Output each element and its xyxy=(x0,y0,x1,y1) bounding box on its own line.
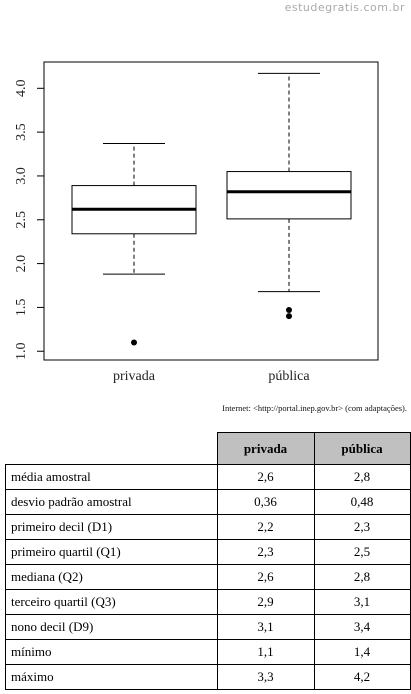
y-tick-label: 3.0 xyxy=(14,167,29,185)
label-cell: mediana (Q2) xyxy=(5,564,218,590)
boxplot: 1.0 1.5 2.0 2.5 3.0 3.5 4.0 privada pública xyxy=(14,61,379,384)
y-tick-label: 1.0 xyxy=(14,342,29,360)
y-tick-label: 3.5 xyxy=(14,123,29,141)
label-cell: máximo xyxy=(5,664,218,690)
table-row: nono decil (D9) 3,1 3,4 xyxy=(5,614,411,640)
label-cell: nono decil (D9) xyxy=(5,614,218,640)
table-row: mediana (Q2) 2,6 2,8 xyxy=(5,564,411,590)
value-cell: 3,3 xyxy=(216,664,315,690)
outlier xyxy=(286,307,292,314)
source-note: Internet: <http://portal.inep.gov.br> (c… xyxy=(222,403,407,413)
box xyxy=(226,171,352,220)
value-cell: 0,36 xyxy=(216,489,315,515)
value-cell: 4,2 xyxy=(313,664,411,690)
label-cell: média amostral xyxy=(5,464,218,490)
value-cell: 3,1 xyxy=(313,589,411,615)
header-row: privada pública xyxy=(5,432,411,465)
label-cell: primeiro quartil (Q1) xyxy=(5,539,218,565)
outlier xyxy=(286,313,292,320)
table-row: desvio padrão amostral 0,36 0,48 xyxy=(5,489,411,515)
y-tick-label: 2.5 xyxy=(14,211,29,229)
label-cell: desvio padrão amostral xyxy=(5,489,218,515)
value-cell: 2,8 xyxy=(313,564,411,590)
header-cell: privada xyxy=(216,432,315,465)
table-row: máximo 3,3 4,2 xyxy=(5,664,411,690)
watermark: estudegratis.com.br xyxy=(284,1,405,14)
stats-table: privada pública média amostral 2,6 2,8 desv… xyxy=(5,432,411,690)
value-cell: 0,48 xyxy=(313,489,411,515)
table-row: média amostral 2,6 2,8 xyxy=(5,464,411,490)
x-tick-label: pública xyxy=(268,369,310,384)
header-cell: pública xyxy=(313,432,411,465)
plot-frame xyxy=(43,61,379,361)
table-row: primeiro quartil (Q1) 2,3 2,5 xyxy=(5,539,411,565)
value-cell: 2,3 xyxy=(216,539,315,565)
y-tick-label: 2.0 xyxy=(14,255,29,273)
y-tick-label: 1.5 xyxy=(14,299,29,317)
value-cell: 3,4 xyxy=(313,614,411,640)
label-cell: terceiro quartil (Q3) xyxy=(5,589,218,615)
value-cell: 2,6 xyxy=(216,564,315,590)
value-cell: 2,5 xyxy=(313,539,411,565)
value-cell: 1,1 xyxy=(216,639,315,665)
value-cell: 2,3 xyxy=(313,514,411,540)
table-row: primeiro decil (D1) 2,2 2,3 xyxy=(5,514,411,540)
blank-cell xyxy=(5,432,217,465)
x-tick-label: privada xyxy=(113,369,156,384)
y-tick-label: 4.0 xyxy=(14,80,29,98)
label-cell: primeiro decil (D1) xyxy=(5,514,218,540)
value-cell: 1,4 xyxy=(313,639,411,665)
value-cell: 2,8 xyxy=(313,464,411,490)
table-row: mínimo 1,1 1,4 xyxy=(5,639,411,665)
value-cell: 2,9 xyxy=(216,589,315,615)
value-cell: 2,6 xyxy=(216,464,315,490)
value-cell: 3,1 xyxy=(216,614,315,640)
outlier xyxy=(131,339,137,346)
value-cell: 2,2 xyxy=(216,514,315,540)
table-row: terceiro quartil (Q3) 2,9 3,1 xyxy=(5,589,411,615)
label-cell: mínimo xyxy=(5,639,218,665)
